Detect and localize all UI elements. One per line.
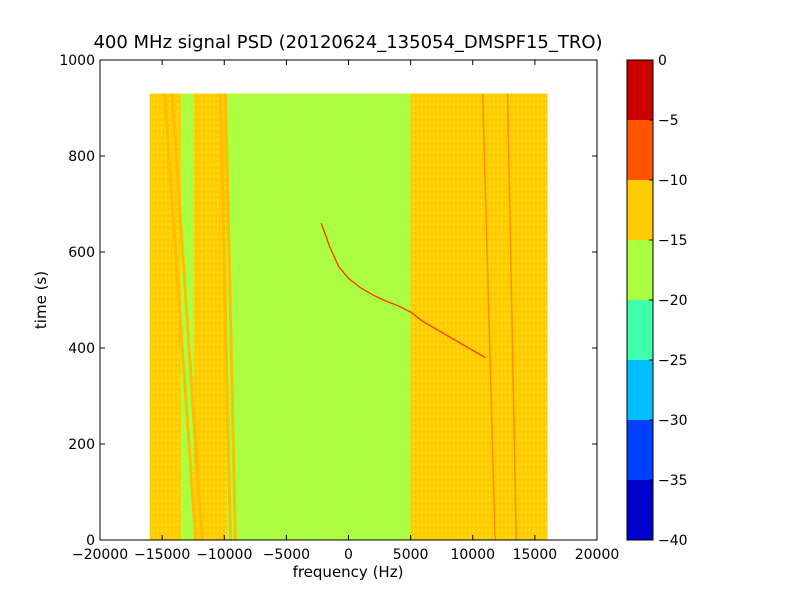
colorbar-segment bbox=[627, 120, 653, 180]
colorbar-segment bbox=[627, 360, 653, 420]
x-tick-label: −15000 bbox=[134, 547, 190, 563]
x-tick-label: 10000 bbox=[450, 547, 495, 563]
y-tick-label: 600 bbox=[68, 245, 95, 261]
chart-title: 400 MHz signal PSD (20120624_135054_DMSP… bbox=[93, 32, 602, 53]
x-axis-label: frequency (Hz) bbox=[293, 563, 404, 581]
y-tick-label: 1000 bbox=[59, 53, 95, 69]
colorbar-tick-label: −40 bbox=[658, 533, 688, 549]
signal-trace bbox=[320, 222, 486, 359]
colorbar-segment bbox=[627, 480, 653, 540]
heatmap-band-4 bbox=[481, 93, 496, 540]
heatmap-band-5 bbox=[506, 93, 517, 540]
heatmap-band-3 bbox=[223, 93, 237, 540]
x-tick-label: −5000 bbox=[263, 547, 310, 563]
colorbar-tick-label: 0 bbox=[658, 53, 667, 69]
heatmap-region-3 bbox=[410, 93, 548, 540]
colorbar-segment bbox=[627, 180, 653, 240]
x-tick-label: 20000 bbox=[575, 547, 620, 563]
colorbar-tick-label: −35 bbox=[658, 473, 688, 489]
colorbar-tick-label: −10 bbox=[658, 173, 688, 189]
colorbar-segment bbox=[627, 300, 653, 360]
x-tick-label: −20000 bbox=[72, 547, 128, 563]
colorbar-segment bbox=[627, 420, 653, 480]
x-tick-label: 0 bbox=[344, 547, 353, 563]
heatmap-band-1 bbox=[170, 93, 204, 540]
y-tick-label: 0 bbox=[86, 533, 95, 549]
x-tick-label: −10000 bbox=[196, 547, 252, 563]
colorbar-tick-label: −15 bbox=[658, 233, 688, 249]
colorbar-tick-label: −5 bbox=[658, 113, 679, 129]
x-tick-label: 5000 bbox=[393, 547, 429, 563]
heatmap-band-2 bbox=[219, 93, 232, 540]
colorbar-tick-label: −30 bbox=[658, 413, 688, 429]
y-axis-label: time (s) bbox=[32, 271, 50, 329]
x-tick-label: 15000 bbox=[513, 547, 558, 563]
y-tick-label: 200 bbox=[68, 437, 95, 453]
heatmap-region-1 bbox=[226, 93, 411, 540]
y-tick-label: 400 bbox=[68, 341, 95, 357]
colorbar-tick-label: −25 bbox=[658, 353, 688, 369]
colorbar-segment bbox=[627, 240, 653, 300]
colorbar-segment bbox=[627, 60, 653, 120]
y-tick-label: 800 bbox=[68, 149, 95, 165]
heatmap-band-0 bbox=[163, 93, 198, 540]
colorbar-tick-label: −20 bbox=[658, 293, 688, 309]
